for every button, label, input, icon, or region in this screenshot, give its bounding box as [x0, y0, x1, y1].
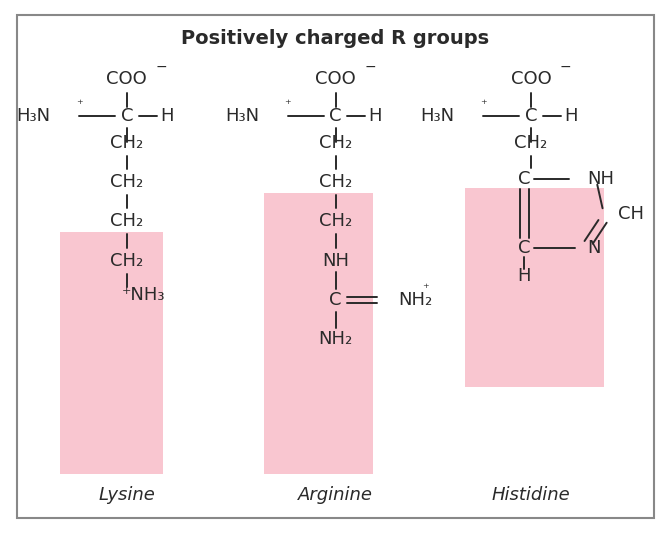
Text: CH₂: CH₂: [515, 134, 548, 152]
Text: COO: COO: [107, 70, 147, 87]
Text: H: H: [517, 268, 531, 286]
Text: H₃N: H₃N: [16, 108, 50, 125]
Text: CH₂: CH₂: [319, 134, 352, 152]
Text: ⁺NH₃: ⁺NH₃: [121, 286, 165, 304]
Text: CH₂: CH₂: [319, 212, 352, 230]
Text: Histidine: Histidine: [492, 486, 570, 504]
Text: −: −: [156, 60, 167, 74]
Text: H: H: [564, 108, 578, 125]
Text: Arginine: Arginine: [298, 486, 373, 504]
Text: NH: NH: [587, 171, 615, 188]
Bar: [60, 232, 163, 474]
Text: C: C: [518, 171, 531, 188]
Text: CH₂: CH₂: [319, 173, 352, 191]
Text: CH₂: CH₂: [110, 252, 144, 270]
Text: CH: CH: [619, 205, 644, 222]
Text: ⁺: ⁺: [76, 99, 83, 111]
Text: N: N: [587, 239, 601, 256]
Text: C: C: [525, 108, 537, 125]
Text: Positively charged R groups: Positively charged R groups: [181, 29, 490, 48]
Text: −: −: [560, 60, 571, 74]
Bar: [264, 193, 373, 474]
Text: H₃N: H₃N: [225, 108, 259, 125]
Text: CH₂: CH₂: [110, 212, 144, 230]
Text: CH₂: CH₂: [110, 134, 144, 152]
Text: Lysine: Lysine: [99, 486, 155, 504]
Text: C: C: [329, 108, 342, 125]
Text: H₃N: H₃N: [421, 108, 455, 125]
Text: H: H: [368, 108, 382, 125]
Text: C: C: [329, 291, 342, 309]
Text: ⁺: ⁺: [421, 282, 428, 295]
Text: NH₂: NH₂: [318, 330, 353, 349]
Text: COO: COO: [511, 70, 552, 87]
Text: ⁺: ⁺: [285, 99, 291, 111]
Text: C: C: [121, 108, 133, 125]
Text: COO: COO: [315, 70, 356, 87]
Text: NH₂: NH₂: [399, 291, 433, 309]
FancyBboxPatch shape: [17, 15, 654, 518]
Text: ⁺: ⁺: [480, 99, 486, 111]
Text: NH: NH: [322, 252, 349, 270]
Text: C: C: [518, 239, 531, 256]
Text: H: H: [160, 108, 173, 125]
Text: −: −: [364, 60, 376, 74]
Text: CH₂: CH₂: [110, 173, 144, 191]
Bar: [465, 188, 604, 387]
